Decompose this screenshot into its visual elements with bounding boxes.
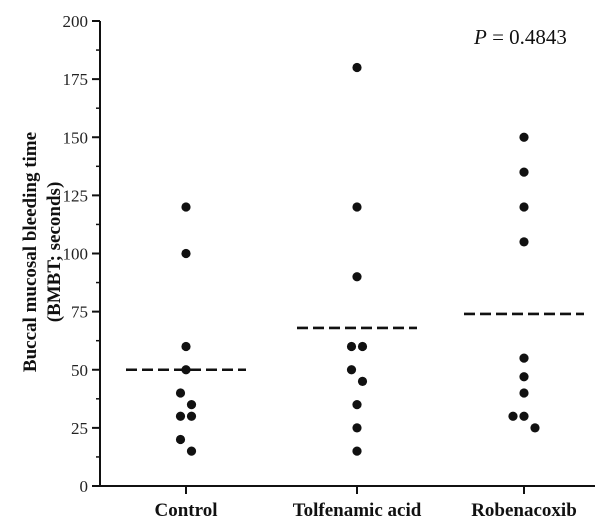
data-point (530, 423, 540, 433)
data-point (175, 411, 186, 421)
y-tick-label: 0 (80, 477, 89, 496)
y-tick-label: 175 (63, 70, 89, 89)
y-axis-title: Buccal mucosal bleeding time (BMBT; seco… (20, 132, 65, 372)
data-point (519, 237, 529, 247)
x-axis: Control Tolfenamic acid Robenacoxib (99, 485, 595, 517)
data-point (519, 411, 529, 421)
y-tick-label: 50 (71, 361, 88, 380)
p-value-annotation: P = 0.4843 (473, 25, 567, 49)
data-point (357, 376, 368, 386)
x-category-label: Control (155, 500, 218, 517)
x-category-label: Tolfenamic acid (293, 500, 422, 517)
data-point (508, 411, 518, 421)
y-axis: 0 25 50 75 100 125 150 175 200 (63, 12, 101, 496)
data-point (352, 202, 362, 212)
data-point (186, 400, 197, 410)
data-point (352, 423, 362, 433)
data-point (519, 202, 529, 212)
data-point (519, 132, 529, 142)
p-value-symbol: P (473, 25, 487, 49)
data-points (175, 62, 540, 456)
data-point (352, 62, 362, 73)
y-tick-label: 125 (63, 186, 89, 205)
data-point (175, 434, 186, 445)
data-point (186, 411, 197, 421)
median-lines (126, 312, 584, 372)
y-tick-label: 75 (71, 303, 88, 322)
data-point (519, 388, 529, 398)
data-point (181, 202, 191, 212)
y-tick-label: 100 (63, 245, 89, 264)
data-point (181, 341, 191, 352)
y-axis-title-line-1: Buccal mucosal bleeding time (20, 132, 41, 372)
data-point (352, 400, 362, 410)
y-tick-label: 25 (71, 419, 88, 438)
data-point (181, 365, 191, 375)
y-tick-label: 150 (63, 128, 89, 147)
data-point (357, 341, 368, 352)
data-point (346, 341, 357, 352)
y-axis-title-line-2: (BMBT; seconds) (44, 182, 65, 323)
data-point (186, 446, 197, 456)
data-point (352, 446, 362, 456)
data-point (519, 372, 529, 382)
x-category-label: Robenacoxib (471, 500, 577, 517)
p-value-text: = 0.4843 (487, 25, 567, 49)
data-point (175, 388, 186, 398)
data-point (519, 353, 529, 363)
data-point (352, 272, 362, 282)
data-point (181, 248, 191, 259)
data-point (346, 365, 357, 375)
y-tick-label: 200 (63, 12, 89, 31)
data-point (519, 167, 529, 177)
